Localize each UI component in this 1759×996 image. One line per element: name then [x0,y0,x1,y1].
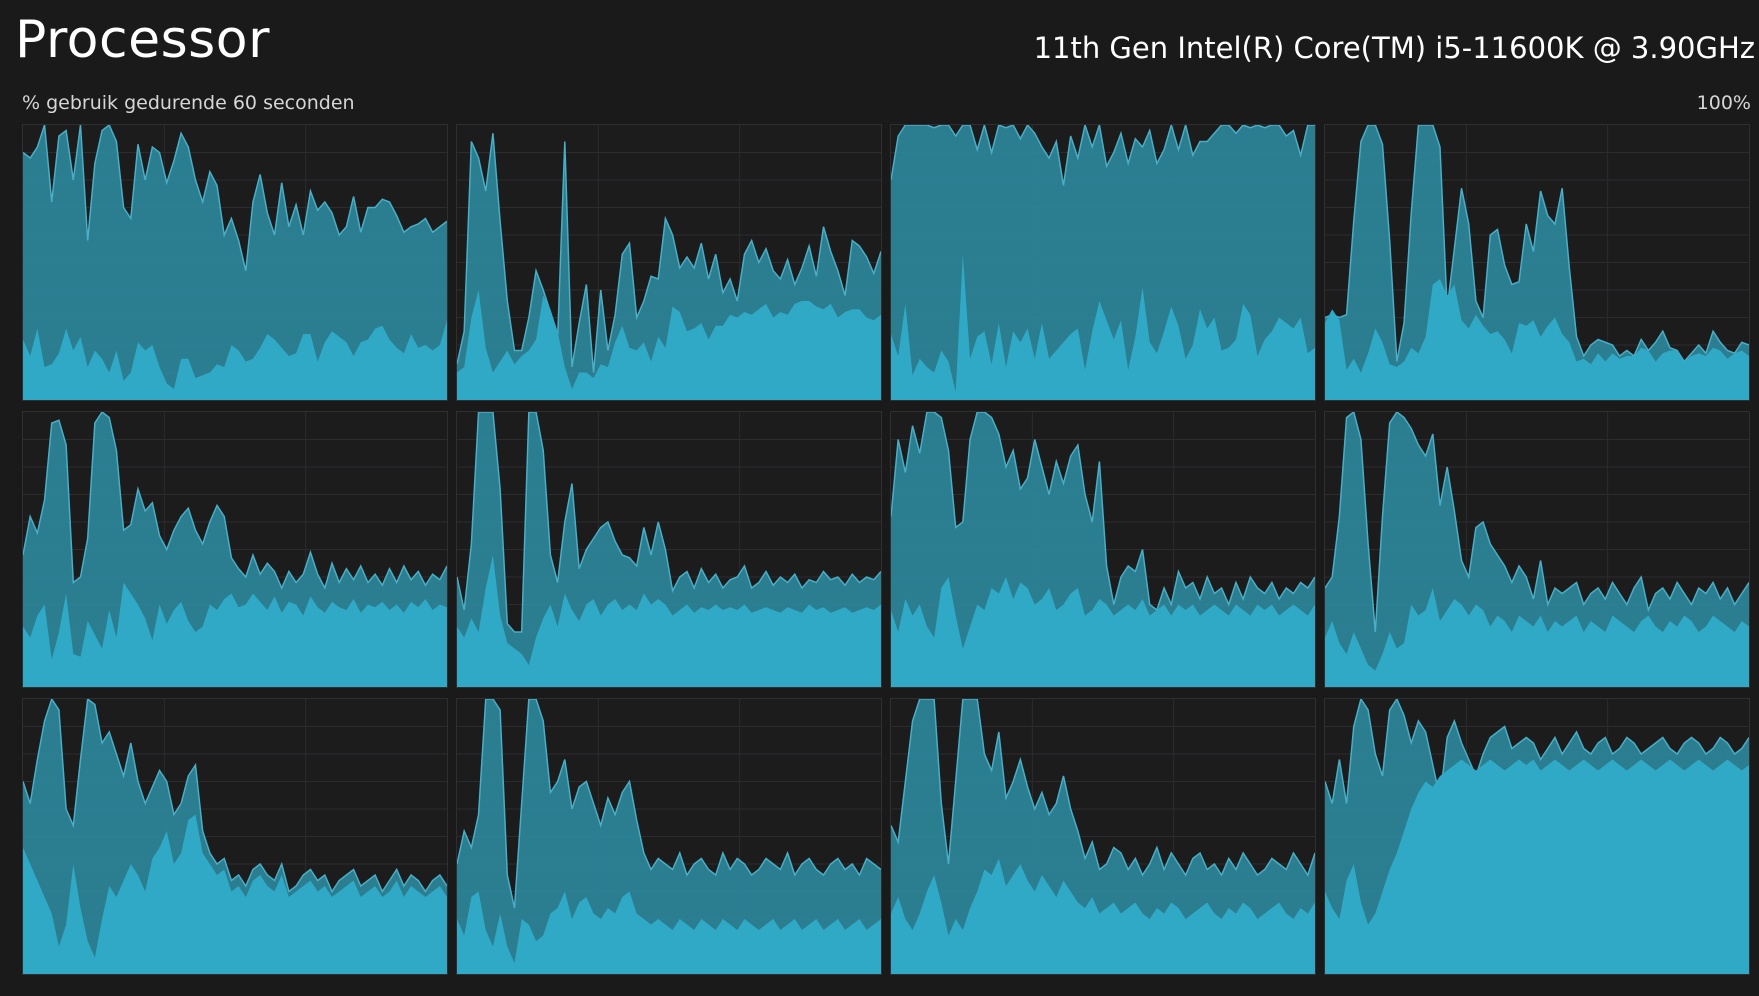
kernel-usage-area [23,814,447,974]
core-chart-11 [891,699,1315,974]
kernel-usage-area [457,891,881,974]
total-usage-line [1325,412,1749,633]
core-chart-3 [891,125,1315,400]
core-graph-3[interactable] [890,124,1316,401]
max-usage-label: 100% [1696,92,1751,114]
total-usage-line [891,125,1315,186]
kernel-usage-area [457,555,881,687]
kernel-usage-area [23,320,447,400]
total-usage-line [457,133,881,373]
core-chart-10 [457,699,881,974]
core-chart-12 [1325,699,1749,974]
core-graph-2[interactable] [456,124,882,401]
core-graph-9[interactable] [22,698,448,975]
core-graph-4[interactable] [1324,124,1750,401]
total-usage-line [23,699,447,894]
total-usage-line [23,412,447,590]
core-chart-1 [23,125,447,400]
core-chart-5 [23,412,447,687]
kernel-usage-area [891,577,1315,687]
core-graph-5[interactable] [22,411,448,688]
core-chart-9 [23,699,447,974]
cpu-model-name: 11th Gen Intel(R) Core(TM) i5-11600K @ 3… [1033,31,1755,65]
kernel-usage-area [1325,279,1749,400]
core-graph-7[interactable] [890,411,1316,688]
total-usage-line [457,412,881,633]
total-usage-line [891,412,1315,612]
core-graph-10[interactable] [456,698,882,975]
core-graph-11[interactable] [890,698,1316,975]
total-usage-line [891,699,1315,877]
total-usage-area [23,125,447,400]
total-usage-line [1325,699,1749,804]
kernel-usage-area [23,582,447,687]
usage-axis-label: % gebruik gedurende 60 seconden [22,92,355,114]
kernel-usage-area [1325,759,1749,974]
core-chart-2 [457,125,881,400]
kernel-usage-area [457,290,881,400]
kernel-usage-area [1325,588,1749,687]
core-chart-7 [891,412,1315,687]
core-graph-6[interactable] [456,411,882,688]
core-graph-8[interactable] [1324,411,1750,688]
core-chart-8 [1325,412,1749,687]
core-chart-4 [1325,125,1749,400]
total-usage-line [1325,125,1749,363]
total-usage-line [457,699,881,909]
core-graph-1[interactable] [22,124,448,401]
kernel-usage-area [891,254,1315,400]
core-chart-6 [457,412,881,687]
core-graph-12[interactable] [1324,698,1750,975]
total-usage-line [23,125,447,271]
page-title: Processor [15,10,270,70]
kernel-usage-area [891,858,1315,974]
